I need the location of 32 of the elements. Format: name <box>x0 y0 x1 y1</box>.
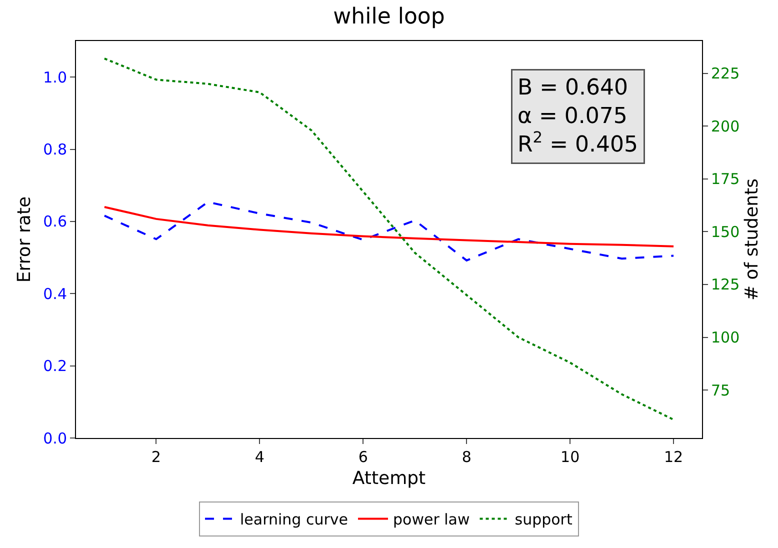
y2-tick-label: 175 <box>711 170 740 188</box>
annotation: α = 0.075 <box>518 104 628 130</box>
x-axis-title: Attempt <box>352 468 426 490</box>
y2-tick-label: 125 <box>711 276 740 294</box>
y-tick-label: 0.4 <box>43 284 67 303</box>
y-tick-label: 1.0 <box>43 68 67 86</box>
chart-title: while loop <box>333 4 445 30</box>
y2-axis-title: # of students <box>742 178 763 301</box>
annotation: B = 0.640 <box>518 76 628 100</box>
line-series <box>103 200 675 262</box>
annotation: R$^{2}$ = 0.405 <box>518 128 638 158</box>
x-tick-label: 2 <box>151 448 161 466</box>
y2-tick-label: 100 <box>711 328 740 347</box>
y-tick-label: 0.2 <box>43 357 67 376</box>
y2-tick-label: 150 <box>711 222 740 241</box>
x-tick-label: 12 <box>664 448 684 466</box>
y-tick-label: 0.0 <box>43 429 67 448</box>
x-tick-label: 4 <box>254 448 264 466</box>
x-tick-label: 10 <box>560 448 580 466</box>
x-tick-label: 8 <box>462 448 472 466</box>
line-series <box>103 58 675 421</box>
x-tick-label: 6 <box>358 448 368 466</box>
y2-tick-label: 200 <box>711 117 740 136</box>
legend-label: power law <box>393 510 470 529</box>
y-tick-label: 0.8 <box>43 140 67 159</box>
line-series <box>103 206 675 248</box>
y-tick-label: 0.6 <box>43 212 67 231</box>
y2-tick-label: 225 <box>711 64 740 83</box>
y2-tick-label: 75 <box>711 381 730 400</box>
y-axis-title: Error rate <box>14 196 35 283</box>
legend-label: learning curve <box>240 510 348 529</box>
legend-label: support <box>514 510 572 529</box>
